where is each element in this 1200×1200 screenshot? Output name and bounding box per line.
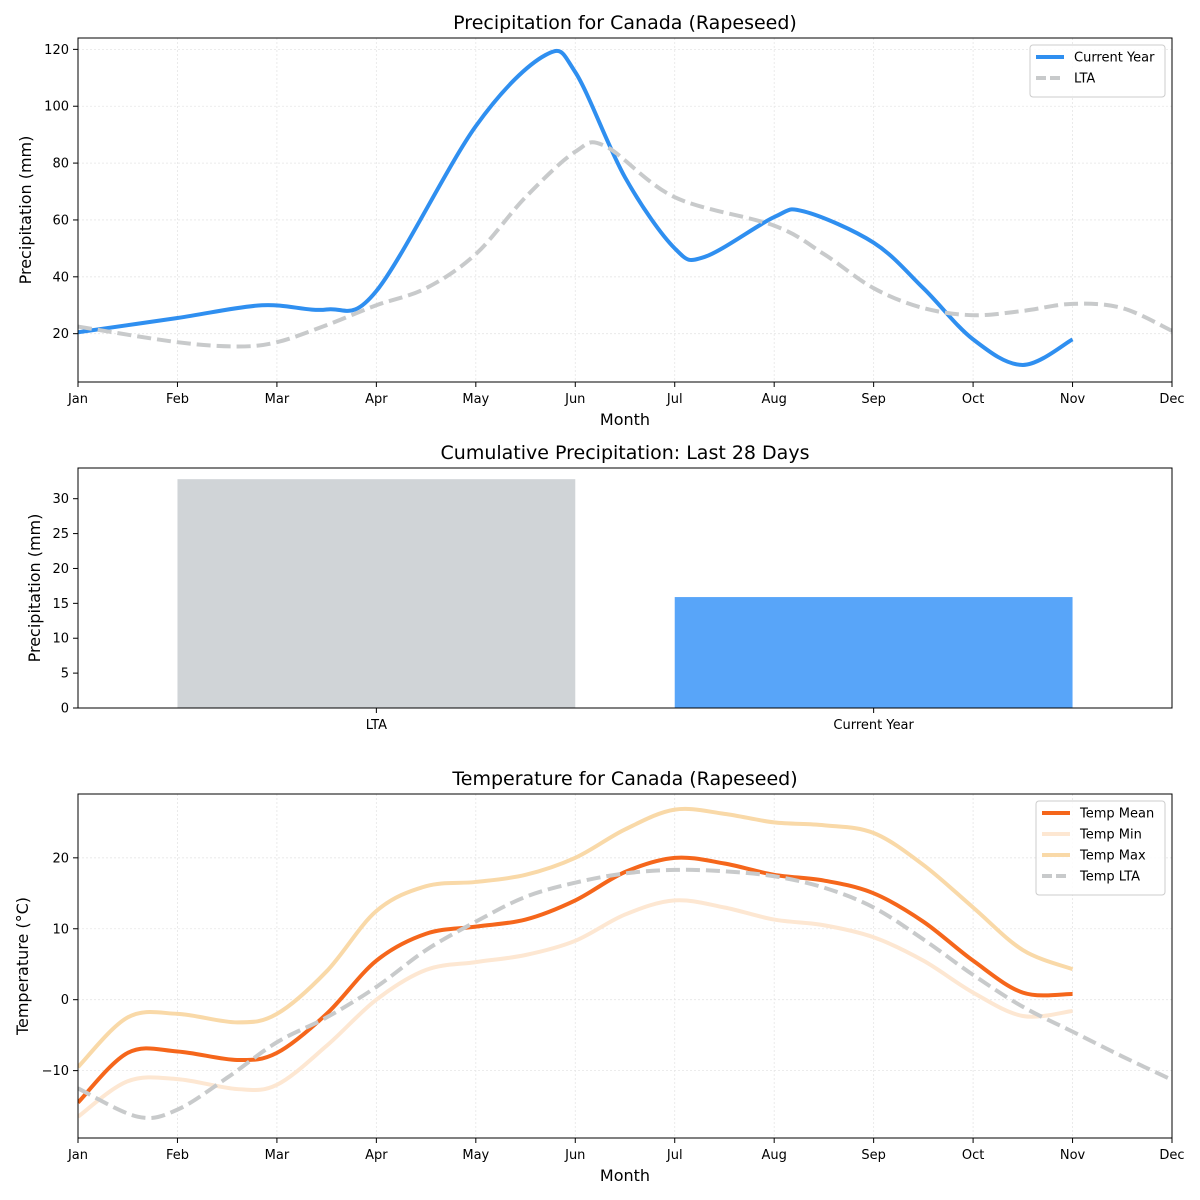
x-tick-label: Jun [564, 392, 585, 407]
legend-label: Current Year [1074, 51, 1155, 66]
y-tick-label: 5 [61, 667, 69, 682]
x-tick-label: Jan [67, 392, 88, 407]
x-tick-label: Sep [861, 1148, 886, 1163]
series-line-temp-lta [78, 867, 1172, 1121]
x-tick-label: Feb [166, 1148, 189, 1163]
x-tick-label: Jun [564, 1148, 585, 1163]
x-axis-label: Month [600, 1166, 650, 1185]
x-tick-label: Nov [1060, 392, 1086, 407]
x-tick-label: Jul [666, 1148, 683, 1163]
x-tick-label: Oct [962, 1148, 984, 1163]
x-tick-label: Jan [67, 1148, 88, 1163]
y-tick-label: 60 [52, 213, 69, 228]
x-tick-label: Dec [1159, 1148, 1184, 1163]
legend-label: Temp Mean [1079, 807, 1154, 822]
y-axis-label: Temperature (°C) [13, 897, 32, 1036]
y-tick-label: 10 [52, 632, 69, 647]
legend-label: LTA [1074, 72, 1095, 87]
y-tick-label: 0 [61, 993, 69, 1008]
plot-frame [77, 467, 1173, 709]
bar-lta [177, 479, 576, 708]
y-tick-label: 10 [52, 922, 69, 937]
legend-label: Temp Min [1079, 828, 1142, 843]
chart-title: Cumulative Precipitation: Last 28 Days [441, 442, 810, 464]
x-tick-label: May [462, 392, 489, 407]
x-tick-label: Feb [166, 392, 189, 407]
chart-title: Precipitation for Canada (Rapeseed) [453, 12, 797, 34]
y-tick-label: 25 [52, 527, 69, 542]
series-group [78, 806, 1172, 1121]
y-tick-label: −10 [42, 1064, 69, 1079]
y-tick-label: 100 [44, 100, 69, 115]
chart-2: Jan Feb Mar Apr May Jun Jul Aug Sep Oct Nov Dec −10 0… [13, 768, 1185, 1185]
y-tick-label: 20 [52, 562, 69, 577]
series-group [78, 49, 1172, 367]
series-line-temp-mean [78, 855, 1073, 1104]
x-tick-label: Jul [666, 392, 683, 407]
x-tick-label: LTA [366, 718, 387, 733]
legend: Temp Mean Temp Min Temp Max Temp LTA [1035, 800, 1166, 896]
chart-1: LTA Current Year 0 5 10 15 20 25 30 Cumulative Pr… [25, 442, 1173, 733]
x-axis-label: Month [600, 410, 650, 429]
y-tick-label: 20 [52, 327, 69, 342]
series-line-temp-max [78, 806, 1074, 1069]
bar-current-year [674, 597, 1073, 708]
y-axis-label: Precipitation (mm) [16, 136, 35, 285]
y-axis-label: Precipitation (mm) [25, 514, 44, 663]
legend-box [1035, 800, 1166, 896]
x-tick-label: Sep [861, 392, 886, 407]
chart-title: Temperature for Canada (Rapeseed) [451, 768, 797, 790]
series-line-lta [78, 140, 1172, 349]
series-line-temp-min [78, 898, 1073, 1119]
x-tick-label: May [462, 1148, 489, 1163]
y-tick-label: 40 [52, 270, 69, 285]
y-tick-label: 20 [52, 851, 69, 866]
x-tick-label: Aug [761, 1148, 786, 1163]
x-tick-label: Current Year [833, 718, 914, 733]
x-tick-label: Dec [1159, 392, 1184, 407]
x-tick-label: Apr [365, 1148, 388, 1163]
plot-frame [77, 37, 1173, 383]
legend-label: Temp LTA [1079, 870, 1140, 885]
x-tick-label: Nov [1060, 1148, 1086, 1163]
chart-0: Jan Feb Mar Apr May Jun Jul Aug Sep Oct Nov Dec 20 40… [16, 12, 1185, 429]
x-tick-label: Mar [265, 1148, 290, 1163]
x-tick-label: Oct [962, 392, 984, 407]
x-tick-label: Mar [265, 392, 290, 407]
y-tick-label: 15 [52, 597, 69, 612]
series-line-current-year [78, 49, 1074, 367]
y-tick-label: 120 [44, 43, 69, 58]
y-tick-label: 30 [52, 492, 69, 507]
legend-label: Temp Max [1079, 849, 1146, 864]
x-tick-label: Apr [365, 392, 388, 407]
y-tick-label: 0 [61, 702, 69, 717]
x-tick-label: Aug [761, 392, 786, 407]
legend: Current Year LTA [1029, 44, 1166, 98]
y-tick-label: 80 [52, 157, 69, 172]
plot-frame [77, 793, 1173, 1139]
